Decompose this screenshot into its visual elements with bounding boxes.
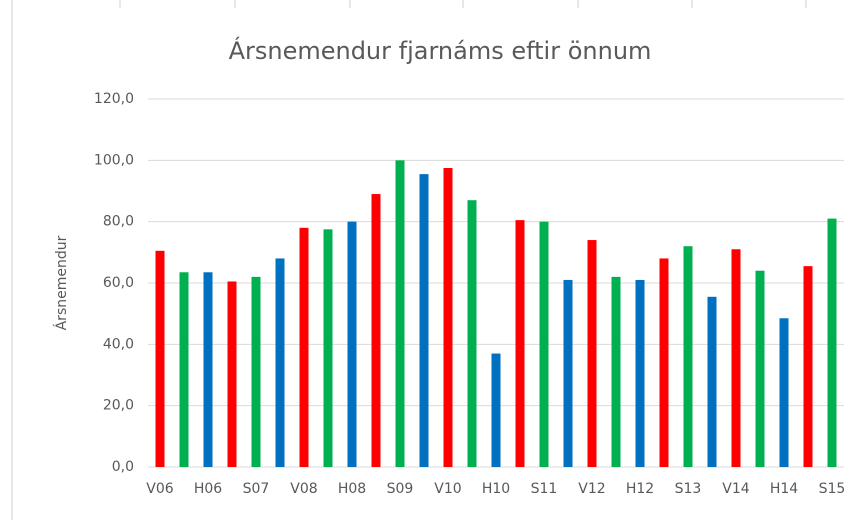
bar	[179, 272, 189, 467]
bar	[299, 227, 309, 467]
bar	[683, 246, 693, 467]
x-tick-label: H12	[626, 481, 654, 497]
bar	[419, 174, 429, 467]
x-tick-label: V12	[578, 481, 605, 497]
y-axis-label: Ársnemendur	[53, 235, 70, 330]
bar	[467, 200, 477, 467]
x-tick-label: S11	[531, 481, 558, 497]
x-tick-label: H06	[194, 481, 222, 497]
bar	[275, 258, 285, 467]
bar	[779, 318, 789, 467]
bar	[443, 168, 453, 467]
x-tick-label: V14	[722, 481, 749, 497]
bar	[155, 250, 165, 467]
y-tick-label: 20,0	[103, 398, 134, 414]
x-tick-label: S13	[675, 481, 702, 497]
x-tick-label: H10	[482, 481, 510, 497]
y-tick-label: 60,0	[103, 275, 134, 291]
bar	[491, 353, 501, 467]
bar	[515, 220, 525, 467]
x-tick-label: S15	[819, 481, 846, 497]
bar	[539, 221, 549, 467]
bar	[323, 229, 333, 467]
bar	[707, 296, 717, 467]
bar	[227, 281, 237, 467]
y-tick-label: 0,0	[112, 459, 134, 475]
bar	[659, 258, 669, 467]
y-tick-label: 40,0	[103, 336, 134, 352]
y-tick-label: 100,0	[94, 152, 134, 168]
bar	[755, 270, 765, 467]
bar	[347, 221, 357, 467]
x-tick-label: H14	[770, 481, 798, 497]
bar	[563, 279, 573, 467]
bar	[635, 279, 645, 467]
y-tick-label: 120,0	[94, 91, 134, 107]
bar	[803, 266, 813, 467]
bar	[611, 276, 621, 467]
bar	[251, 276, 261, 467]
x-tick-label: H08	[338, 481, 366, 497]
x-tick-label: V06	[146, 481, 173, 497]
bar	[731, 249, 741, 467]
bar	[203, 272, 213, 467]
chart-title: Ársnemendur fjarnáms eftir önnum	[229, 36, 652, 65]
x-tick-label: S07	[243, 481, 270, 497]
bar	[371, 194, 381, 468]
y-tick-label: 80,0	[103, 214, 134, 230]
x-tick-label: S09	[387, 481, 414, 497]
bar	[395, 160, 405, 468]
bar	[827, 218, 837, 467]
x-tick-label: V08	[290, 481, 317, 497]
x-tick-label: V10	[434, 481, 461, 497]
sheet-lines	[11, 0, 807, 520]
bar	[587, 240, 597, 467]
